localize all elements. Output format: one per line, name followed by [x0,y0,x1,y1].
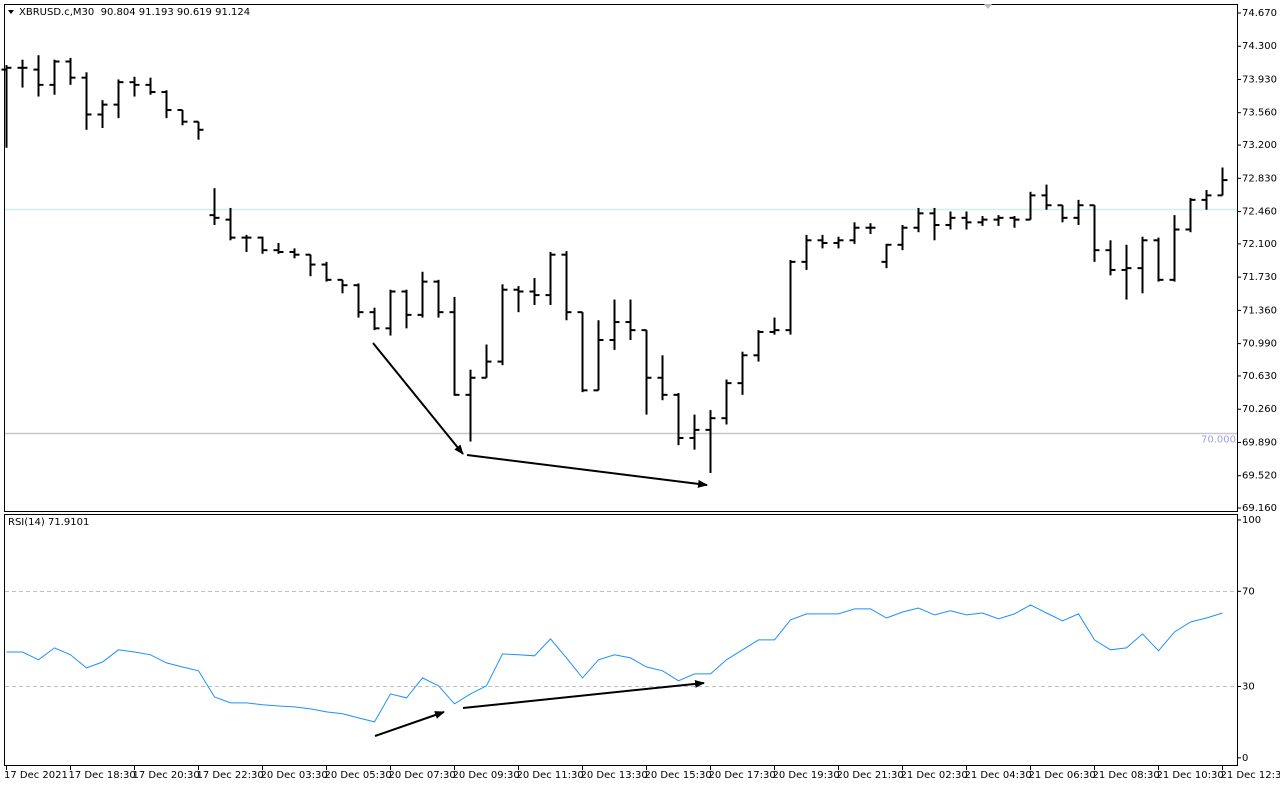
x-tick-label: 17 Dec 20:30 [133,770,200,781]
x-tick-label: 17 Dec 18:30 [69,770,136,781]
x-tick-label: 20 Dec 03:30 [261,770,328,781]
y-tick-label: 73.200 [1242,140,1277,151]
annotation-arrow [466,454,708,488]
y-tick-label: 70.630 [1242,371,1277,382]
x-tick-label: 20 Dec 19:30 [773,770,840,781]
y-tick-label: 69.890 [1242,437,1277,448]
y-tick-label: 70.990 [1242,339,1277,350]
menu-triangle [8,10,14,14]
x-tick-label: 17 Dec 22:30 [197,770,264,781]
x-tick-label: 20 Dec 11:30 [517,770,584,781]
main-pane [4,4,1238,512]
x-tick-label: 17 Dec 2021 [4,770,68,781]
x-tick-label: 20 Dec 15:30 [645,770,712,781]
y-tick-label: 74.670 [1242,8,1277,19]
marks: 74.670 74.300 73.930 73.560 73.200 72.830 72.4… [1,8,1280,781]
rsi-title: RSI(14) 71.9101 [8,517,89,528]
x-tick-label: 20 Dec 17:30 [709,770,776,781]
y-tick-label: 70.260 [1242,404,1277,415]
rsi-pane [4,514,1238,766]
shift-marker [984,4,992,9]
x-tick-label: 20 Dec 07:30 [389,770,456,781]
y-tick-label: 73.930 [1242,74,1277,85]
y-tick-label: 30 [1242,681,1255,692]
x-tick-label: 21 Dec 12:30 [1221,770,1280,781]
annotation-arrow [374,711,445,737]
symbol-title: XBRUSD.c,M30 90.804 91.193 90.619 91.124 [19,7,250,18]
x-tick-label: 20 Dec 21:30 [837,770,904,781]
y-tick-label: 71.730 [1242,272,1277,283]
y-tick-label: 69.160 [1242,503,1277,514]
x-tick-label: 20 Dec 05:30 [325,770,392,781]
y-tick-label: 0 [1242,753,1248,764]
x-tick-label: 20 Dec 13:30 [581,770,648,781]
y-tick-label: 73.560 [1242,108,1277,119]
y-tick-label: 72.100 [1242,239,1277,250]
y-tick-label: 70 [1242,586,1255,597]
y-tick-label: 100 [1242,515,1261,526]
y-tick-label: 71.360 [1242,305,1277,316]
x-tick-label: 21 Dec 02:30 [901,770,968,781]
line-label: 70.000 [1201,435,1236,446]
y-tick-label: 69.520 [1242,471,1277,482]
x-tick-label: 21 Dec 08:30 [1093,770,1160,781]
x-tick-label: 21 Dec 06:30 [1029,770,1096,781]
x-tick-label: 21 Dec 10:30 [1157,770,1224,781]
annotation-arrow [462,679,705,709]
rsi-line [6,604,1223,723]
y-tick-label: 72.460 [1242,207,1277,218]
x-tick-label: 21 Dec 04:30 [965,770,1032,781]
y-tick-label: 72.830 [1242,173,1277,184]
annotation-arrow [372,342,464,455]
x-tick-label: 20 Dec 09:30 [453,770,520,781]
y-tick-label: 74.300 [1242,41,1277,52]
